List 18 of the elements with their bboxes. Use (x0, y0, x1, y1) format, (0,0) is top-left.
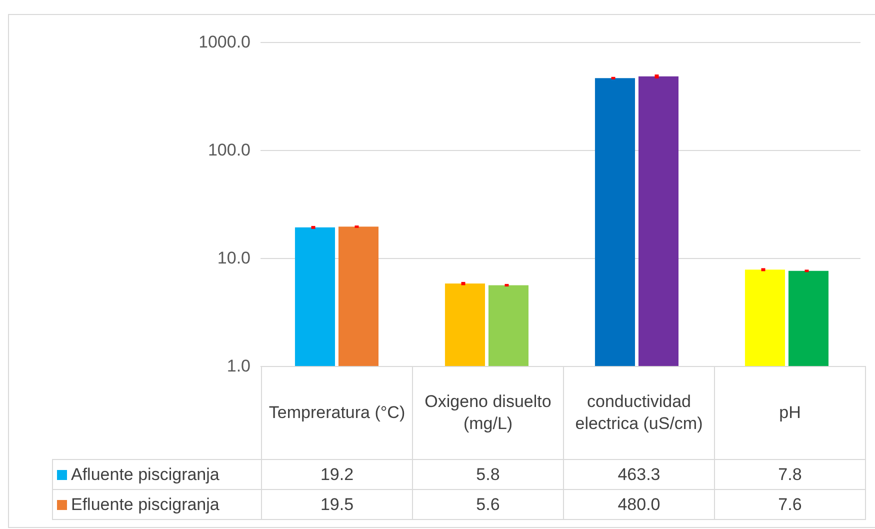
y-tick-label: 10.0 (217, 248, 250, 268)
y-tick-label: 1000.0 (198, 32, 250, 52)
legend-label: Afluente piscigranja (52, 460, 262, 490)
x-tick-label: conductividad electrica (uS/cm) (564, 366, 714, 460)
data-label: 19.2 (262, 460, 412, 490)
x-tick-label: Tempreratura (°C) (262, 366, 412, 460)
data-label: 480.0 (564, 490, 714, 520)
x-tick-label: Oxigeno disuelto (mg/L) (412, 366, 564, 460)
y-tick-label: 1.0 (226, 356, 250, 376)
data-label: 5.8 (412, 460, 564, 490)
data-label: 5.6 (412, 490, 564, 520)
data-label: 19.5 (262, 490, 412, 520)
data-label: 7.8 (714, 460, 866, 490)
y-tick-label: 100.0 (208, 140, 250, 160)
x-tick-label: pH (714, 366, 866, 460)
data-label: 463.3 (564, 460, 714, 490)
legend-label: Efluente piscigranja (52, 490, 262, 520)
data-label: 7.6 (714, 490, 866, 520)
